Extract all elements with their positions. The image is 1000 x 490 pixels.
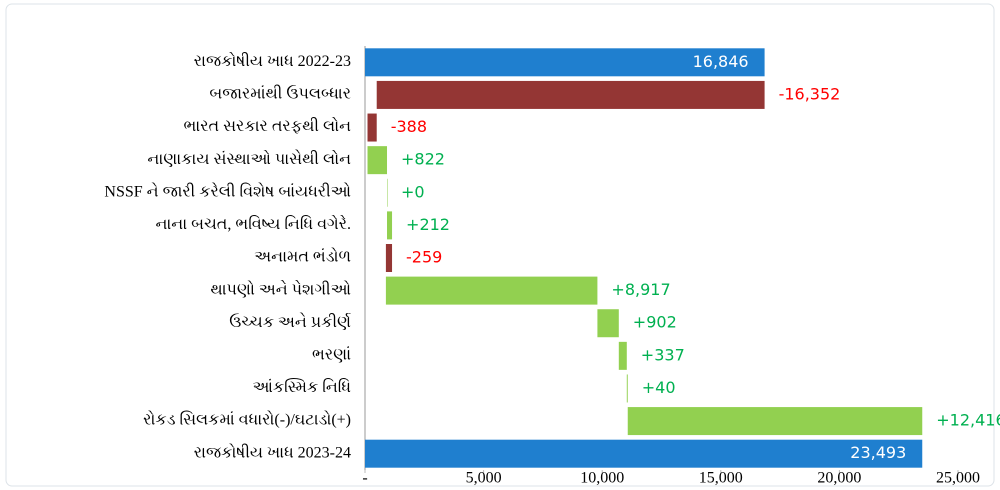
chart-frame	[5, 3, 995, 487]
category-label: નાણાકાય સંસ્થાઓ પાસેથી લોન	[147, 149, 351, 168]
delta-bar	[618, 341, 627, 370]
x-tick-label: 25,000	[936, 470, 980, 487]
total-bar	[365, 48, 765, 77]
category-label: આંકસ્મિક નિધિ	[252, 378, 351, 396]
category-label: બજારમાંથી ઉપલબ્ધાર	[209, 85, 351, 103]
delta-bar	[387, 211, 393, 240]
delta-bar	[626, 374, 628, 403]
delta-bar	[597, 309, 619, 338]
value-label: +337	[641, 345, 685, 364]
delta-bar	[627, 407, 923, 436]
category-label: ઉચ્ચક અને પ્રકીર્ણ	[229, 312, 351, 331]
category-label: રાજકોષીય ખાધ 2023-24	[194, 442, 351, 461]
delta-bar	[385, 276, 598, 305]
x-tick-label: 15,000	[699, 470, 743, 487]
category-label: રાજકોષીય ખાધ 2022-23	[194, 51, 351, 70]
category-label: રોકડ સિલકમાં વધારો(-)/ઘટાડો(+)	[143, 410, 351, 429]
total-bar	[365, 439, 923, 468]
value-label: -388	[391, 117, 427, 136]
value-label: 16,846	[693, 52, 749, 71]
x-tick-label: 10,000	[580, 470, 624, 487]
value-label: +40	[642, 378, 676, 397]
category-label: ભારત સરકાર તરફથી લોન	[184, 116, 352, 135]
value-label: -16,352	[779, 84, 841, 103]
delta-bar	[387, 178, 388, 207]
delta-bar	[385, 244, 393, 272]
category-label: થાપણો અને પેશગીઓ	[210, 279, 351, 298]
category-label: અનામત ભંડોળ	[254, 247, 351, 266]
x-tick-label: -	[362, 470, 367, 487]
delta-bar	[367, 146, 388, 175]
value-label: +12,416	[936, 411, 1000, 430]
category-label: ભરણાં	[312, 347, 351, 364]
x-tick-label: 5,000	[466, 470, 502, 487]
delta-bar	[367, 113, 377, 142]
value-label: +822	[401, 150, 445, 169]
value-label: 23,493	[850, 443, 906, 462]
value-label: -259	[406, 248, 442, 267]
value-label: +0	[401, 182, 425, 201]
category-label: નાના બચત, ભવિષ્ય નિધિ વગેરે.	[155, 214, 351, 233]
x-tick-label: 20,000	[817, 470, 861, 487]
value-label: +902	[633, 313, 677, 332]
delta-bar	[376, 80, 765, 109]
category-label: NSSF ને જારી કરેલી વિશેષ બાંયધરીઓ	[104, 181, 351, 200]
value-label: +8,917	[611, 280, 670, 299]
value-label: +212	[406, 215, 450, 234]
